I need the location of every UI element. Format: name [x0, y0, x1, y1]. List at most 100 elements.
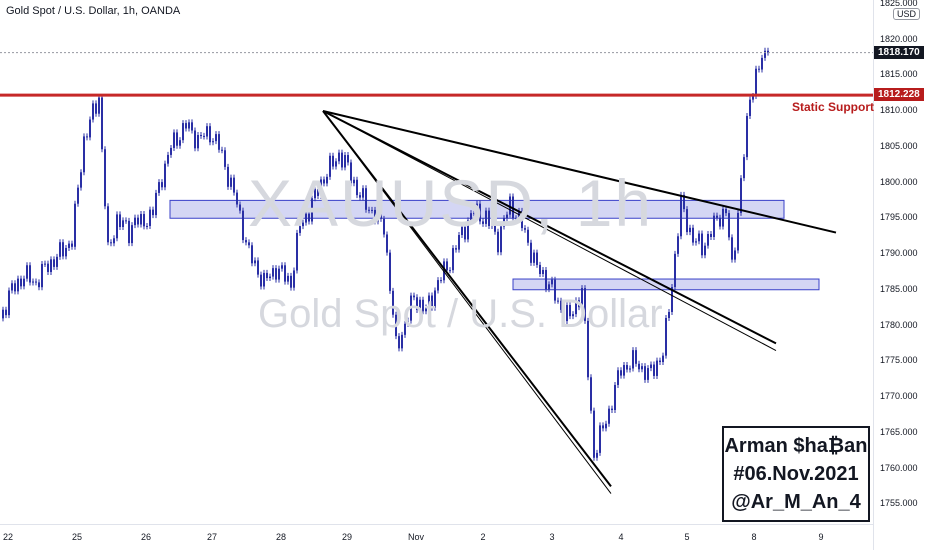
candle-body [608, 408, 610, 424]
candle-body [479, 203, 481, 222]
candle-body [704, 245, 706, 256]
candle-body [2, 309, 4, 319]
candle-body [5, 309, 7, 316]
candle-body [674, 253, 676, 288]
candle-body [557, 300, 559, 302]
candle-body [464, 226, 466, 240]
candle-body [566, 305, 568, 322]
candle-body [740, 178, 742, 213]
candle-body [524, 228, 526, 230]
candle-body [8, 290, 10, 316]
candle-body [332, 155, 334, 167]
candle-body [731, 237, 733, 260]
candle-body [314, 189, 316, 199]
candle-body [140, 214, 142, 225]
candle-body [104, 149, 106, 207]
candle-body [338, 152, 340, 162]
candle-body [455, 248, 457, 250]
candle-body [506, 214, 508, 219]
candle-body [692, 227, 694, 243]
candle-body [161, 182, 163, 188]
candle-body [98, 97, 100, 114]
candle-body [71, 243, 73, 247]
x-tick-label: 28 [275, 532, 287, 542]
candle-body [65, 247, 67, 257]
candle-body [125, 220, 127, 222]
candle-body [134, 217, 136, 226]
candle-body [449, 270, 451, 272]
candle-body [23, 278, 25, 287]
candle-body [668, 311, 670, 318]
candle-body [635, 350, 637, 364]
candle-body [461, 226, 463, 236]
candle-body [371, 209, 373, 211]
candle-body [347, 155, 349, 163]
candle-body [95, 103, 97, 114]
candle-body [725, 208, 727, 214]
candle-body [404, 323, 406, 335]
candle-body [437, 280, 439, 291]
candle-body [356, 179, 358, 196]
time-axis[interactable] [0, 524, 873, 525]
candle-body [602, 425, 604, 429]
x-tick-label: 29 [341, 532, 353, 542]
candle-body [299, 226, 301, 233]
y-tick-label: 1780.000 [880, 319, 918, 330]
candle-body [440, 280, 442, 282]
candle-body [764, 50, 766, 58]
candle-body [476, 203, 478, 214]
candle-body [467, 220, 469, 240]
candle-body [215, 134, 217, 142]
candle-body [620, 370, 622, 376]
candle-body [410, 295, 412, 321]
x-tick-label: 27 [206, 532, 218, 542]
y-tick-label: 1815.000 [880, 69, 918, 80]
candle-body [494, 224, 496, 232]
candle-body [659, 360, 661, 363]
candle-body [638, 363, 640, 370]
candle-body [74, 203, 76, 247]
candle-body [248, 242, 250, 246]
trendline-5 [322, 110, 612, 487]
candle-body [293, 270, 295, 288]
candle-body [275, 268, 277, 280]
candle-body [38, 282, 40, 288]
candle-body [20, 278, 22, 287]
candle-body [428, 295, 430, 308]
author-name: Arman $ha₿an [724, 435, 868, 457]
candle-body [401, 334, 403, 349]
candle-body [707, 233, 709, 246]
currency-badge[interactable]: USD [893, 8, 921, 20]
candle-body [83, 136, 85, 173]
candle-body [317, 189, 319, 196]
candle-body [86, 136, 88, 138]
candle-body [767, 50, 769, 53]
y-tick-label: 1760.000 [880, 462, 918, 473]
candle-body [578, 300, 580, 308]
candle-body [113, 238, 115, 244]
candle-body [686, 209, 688, 233]
static-support-label: Static Support [792, 100, 875, 114]
candle-body [137, 217, 139, 225]
candle-body [389, 252, 391, 291]
candle-body [272, 268, 274, 277]
candle-body [596, 452, 598, 458]
support-price-tag: 1812.228 [874, 88, 924, 102]
candle-body [188, 122, 190, 129]
candle-body [521, 210, 523, 229]
y-tick-label: 1790.000 [880, 248, 918, 258]
candle-body [50, 259, 52, 272]
candle-body [485, 210, 487, 224]
candle-body [365, 188, 367, 210]
candle-body [419, 299, 421, 310]
candle-body [395, 314, 397, 337]
candle-body [245, 240, 247, 243]
candle-body [761, 57, 763, 70]
candle-body [266, 272, 268, 279]
candle-body [545, 269, 547, 290]
candle-body [224, 150, 226, 167]
candle-body [590, 377, 592, 411]
candle-body [305, 213, 307, 223]
candle-body [203, 135, 205, 137]
